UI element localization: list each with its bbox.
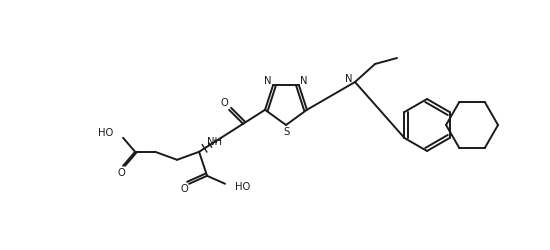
Text: O: O	[220, 98, 228, 108]
Text: N: N	[265, 76, 272, 86]
Text: N: N	[300, 76, 307, 86]
Text: O: O	[117, 168, 125, 178]
Text: S: S	[283, 127, 289, 137]
Text: NH: NH	[207, 137, 222, 147]
Text: HO: HO	[98, 128, 113, 138]
Text: N: N	[345, 74, 353, 84]
Text: HO: HO	[235, 182, 250, 192]
Text: O: O	[180, 184, 188, 194]
